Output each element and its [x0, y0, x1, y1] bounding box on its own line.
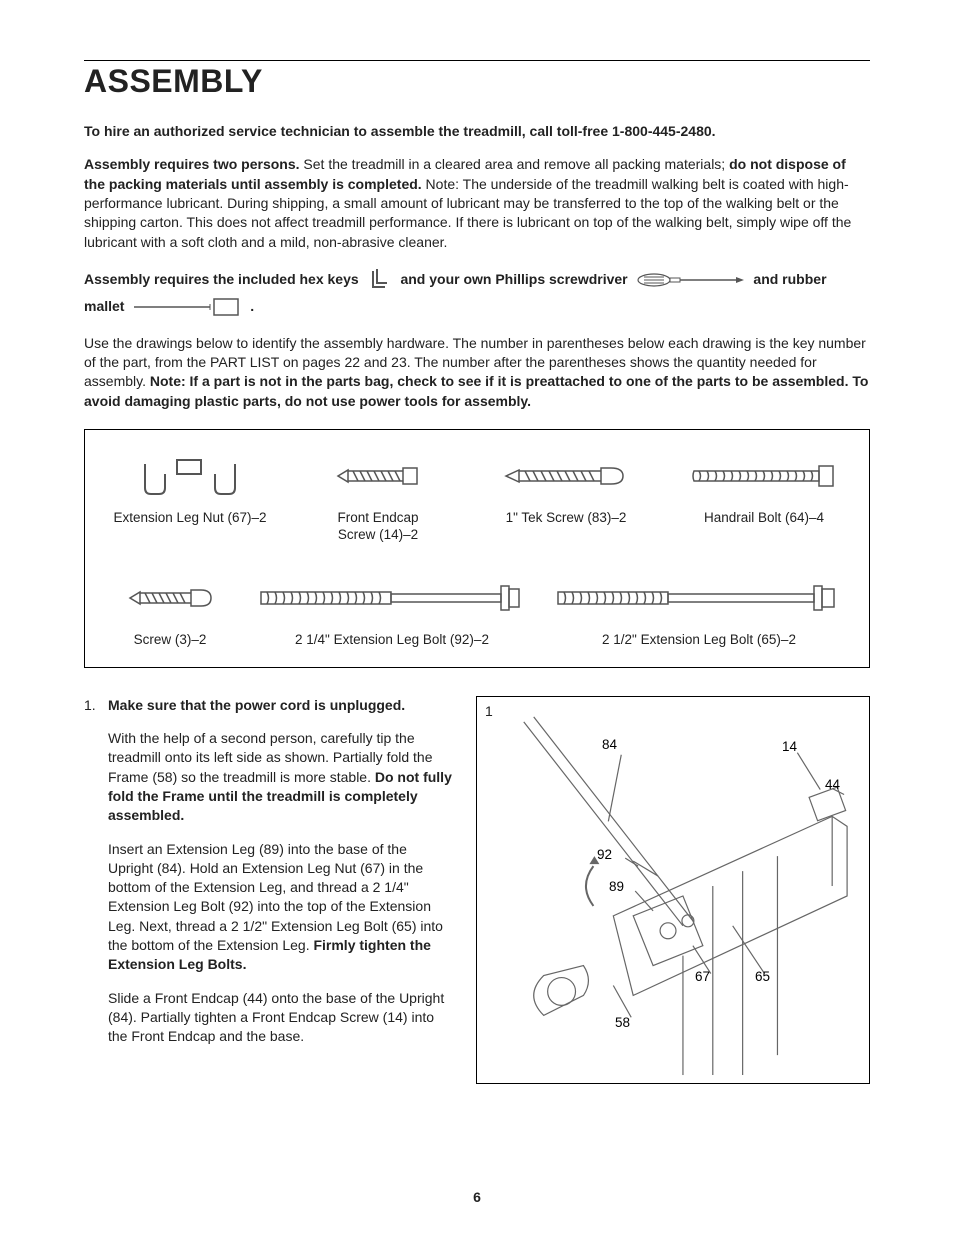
front-endcap-screw-icon — [333, 463, 423, 489]
diagram-callout: 44 — [825, 777, 840, 792]
hex-key-icon — [367, 267, 393, 293]
hire-technician-line: To hire an authorized service technician… — [84, 122, 870, 141]
ext-leg-bolt-a-icon — [257, 583, 527, 613]
step-1-p3: Slide a Front Endcap (44) onto the base … — [108, 990, 444, 1045]
ext-leg-bolt-b-icon — [554, 583, 844, 613]
tools-hex-keys: Assembly requires the included hex keys — [84, 271, 359, 287]
step-1-diagram: 1 — [476, 696, 870, 1084]
diagram-callout: 65 — [755, 969, 770, 984]
page-title: ASSEMBLY — [84, 63, 870, 100]
hw-label: Handrail Bolt (64)–4 — [704, 510, 824, 527]
hw-item: Front Endcap Screw (14)–2 — [303, 452, 453, 544]
screw-icon — [125, 585, 215, 611]
hw-item: 1" Tek Screw (83)–2 — [481, 452, 651, 544]
assembly-diagram-icon — [477, 697, 869, 1083]
diagram-number: 1 — [485, 703, 493, 719]
diagram-callout: 58 — [615, 1015, 630, 1030]
page-number: 6 — [0, 1189, 954, 1205]
step-number: 1. — [84, 696, 108, 715]
hardware-id-paragraph: Use the drawings below to identify the a… — [84, 334, 870, 411]
hardware-box: Extension Leg Nut (67)–2 Front Endcap Sc… — [84, 429, 870, 668]
assembly-persons-paragraph: Assembly requires two persons. Set the t… — [84, 155, 870, 252]
mallet-icon — [132, 296, 242, 318]
assembly-clear-area: Set the treadmill in a cleared area and … — [300, 156, 730, 172]
tools-required-line: Assembly requires the included hex keys … — [84, 266, 870, 320]
hw-label: 2 1/2" Extension Leg Bolt (65)–2 — [602, 632, 796, 649]
hw-item: Screw (3)–2 — [105, 574, 235, 649]
step-1-heading: Make sure that the power cord is unplugg… — [108, 697, 405, 713]
hw-item: Extension Leg Nut (67)–2 — [105, 452, 275, 544]
diagram-callout: 14 — [782, 739, 797, 754]
hw-item: 2 1/4" Extension Leg Bolt (92)–2 — [247, 574, 537, 649]
handrail-bolt-icon — [689, 462, 839, 490]
diagram-callout: 92 — [597, 847, 612, 862]
hw-label: Screw (3)–2 — [134, 632, 207, 649]
step-1-text: 1.Make sure that the power cord is unplu… — [84, 696, 454, 1084]
screwdriver-icon — [636, 271, 746, 289]
assembly-two-persons: Assembly requires two persons. — [84, 156, 300, 172]
hw-label: 1" Tek Screw (83)–2 — [506, 510, 627, 527]
hw-label: 2 1/4" Extension Leg Bolt (92)–2 — [295, 632, 489, 649]
hw-label: Extension Leg Nut (67)–2 — [113, 510, 266, 527]
hw-label: Front Endcap Screw (14)–2 — [337, 510, 418, 544]
diagram-callout: 67 — [695, 969, 710, 984]
diagram-callout: 84 — [602, 737, 617, 752]
hw-item: 2 1/2" Extension Leg Bolt (65)–2 — [549, 574, 849, 649]
hardware-id-note: Note: If a part is not in the parts bag,… — [84, 373, 868, 408]
tools-period: . — [250, 298, 254, 314]
extension-leg-nut-icon — [135, 454, 245, 498]
hw-item: Handrail Bolt (64)–4 — [679, 452, 849, 544]
tek-screw-icon — [501, 462, 631, 490]
diagram-callout: 89 — [609, 879, 624, 894]
tools-screwdriver: and your own Phillips screwdriver — [400, 271, 627, 287]
